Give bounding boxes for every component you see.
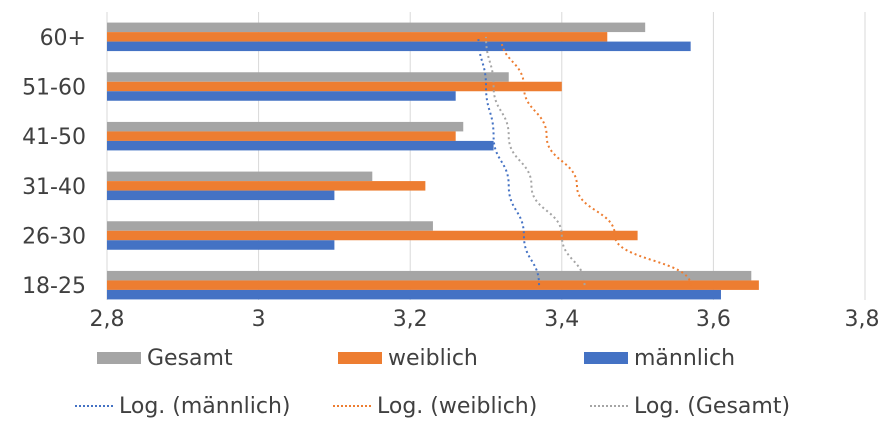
x-tick-label: 3,8 [845, 307, 880, 330]
legend-item-weiblich: weiblich [338, 338, 478, 378]
y-tick-label-51-60: 51-60 [22, 76, 86, 101]
x-tick-label: 3,6 [696, 307, 731, 330]
legend-line-log-maennlich [75, 405, 113, 407]
gridlines [106, 12, 866, 300]
y-tick-label-60+: 60+ [40, 26, 86, 51]
x-tick-label: 2,8 [90, 307, 125, 330]
y-tick-label-26-30: 26-30 [22, 225, 86, 250]
legend-item-log-weiblich: Log. (weiblich) [333, 386, 537, 426]
legend-label-maennlich: männlich [634, 345, 736, 371]
x-tick-label: 3,2 [393, 307, 428, 330]
trendline-log-gesamt- [485, 36, 586, 286]
trendlines [477, 36, 692, 286]
legend-label-weiblich: weiblich [388, 345, 478, 371]
y-tick-label-18-25: 18-25 [22, 274, 86, 299]
bar-weiblich-31-40 [107, 181, 426, 191]
x-tick-label: 3 [252, 307, 266, 330]
bar-weiblich-18-25 [107, 280, 759, 290]
bar-m-nnlich-60+ [107, 41, 691, 52]
bar-gesamt-51-60 [107, 72, 509, 82]
bar-m-nnlich-26-30 [107, 240, 335, 250]
bar-weiblich-26-30 [107, 230, 638, 241]
legend-swatch-gesamt [97, 352, 141, 364]
y-tick-label-31-40: 31-40 [22, 175, 86, 200]
legend-item-log-gesamt: Log. (Gesamt) [590, 386, 790, 426]
bar-chart: 18-25 26-30 31-40 41-50 51-60 60+ 2,8 3 3,2 3,4 3… [22, 12, 880, 330]
bar-weiblich-60+ [107, 32, 608, 42]
bar-m-nnlich-41-50 [107, 140, 494, 151]
legend-swatch-weiblich [338, 352, 382, 364]
legend: Gesamt weiblich männlich Log. (männlich)… [0, 338, 888, 443]
bar-weiblich-51-60 [107, 81, 562, 92]
x-axis-tick-labels: 2,8 3 3,2 3,4 3,6 3,8 [90, 307, 880, 330]
legend-label-log-maennlich: Log. (männlich) [119, 393, 291, 419]
legend-label-log-weiblich: Log. (weiblich) [377, 393, 538, 419]
bar-m-nnlich-18-25 [107, 289, 721, 300]
legend-swatch-maennlich [584, 352, 628, 364]
bar-m-nnlich-31-40 [107, 190, 335, 201]
bar-m-nnlich-51-60 [107, 91, 456, 101]
bars [107, 22, 759, 300]
y-axis-tick-labels: 18-25 26-30 31-40 41-50 51-60 60+ [22, 26, 86, 299]
bar-weiblich-41-50 [107, 131, 456, 141]
legend-line-log-gesamt [590, 405, 628, 407]
legend-line-log-weiblich [333, 405, 371, 407]
y-tick-label-41-50: 41-50 [22, 125, 86, 150]
legend-item-log-maennlich: Log. (männlich) [75, 386, 291, 426]
legend-label-log-gesamt: Log. (Gesamt) [634, 393, 791, 419]
bar-gesamt-60+ [107, 22, 646, 33]
x-tick-label: 3,4 [544, 307, 579, 330]
legend-item-maennlich: männlich [584, 338, 735, 378]
legend-row-series: Gesamt weiblich männlich [0, 338, 888, 378]
legend-label-gesamt: Gesamt [147, 345, 233, 371]
bar-gesamt-41-50 [107, 121, 464, 132]
legend-row-trendlines: Log. (männlich) Log. (weiblich) Log. (Ge… [0, 386, 888, 426]
trendline-log-weiblich- [500, 36, 692, 286]
bar-gesamt-31-40 [107, 171, 373, 182]
bar-gesamt-26-30 [107, 221, 433, 231]
trendline-log-m-nnlich- [477, 36, 541, 286]
bar-gesamt-18-25 [107, 270, 752, 281]
legend-item-gesamt: Gesamt [97, 338, 233, 378]
